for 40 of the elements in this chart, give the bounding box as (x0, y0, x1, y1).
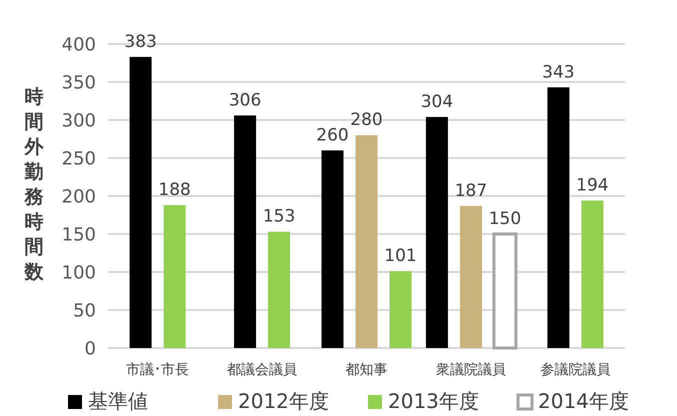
y-axis-title: 時間外勤務時間数 (24, 86, 44, 283)
x-tick-label: 都議会議員 (227, 362, 298, 378)
y-tick-label: 300 (62, 110, 96, 132)
legend-label: 2014年度 (538, 389, 629, 413)
x-tick-label: 参議院議員 (540, 362, 610, 378)
legend-label: 2012年度 (238, 389, 329, 413)
data-label: 187 (454, 180, 488, 201)
bar (581, 200, 604, 348)
data-label: 304 (420, 92, 454, 112)
data-label: 343 (542, 62, 575, 82)
y-tick-label: 200 (62, 186, 96, 208)
bar (547, 87, 570, 348)
data-label: 153 (262, 206, 296, 227)
bar (268, 232, 290, 348)
legend-label: 基準値 (88, 389, 148, 413)
y-tick-label: 350 (62, 72, 96, 94)
x-tick-label: 衆議院議員 (436, 362, 506, 378)
data-label: 150 (488, 209, 522, 229)
y-tick-label: 0 (84, 338, 96, 360)
y-tick-label: 50 (73, 300, 96, 322)
bar (234, 115, 256, 348)
y-tick-label: 100 (62, 262, 96, 284)
data-label: 260 (316, 125, 349, 146)
x-tick-label: 都知事 (346, 362, 388, 378)
data-label: 306 (228, 90, 262, 110)
bar (492, 232, 518, 350)
data-label: 194 (576, 176, 609, 196)
bar (130, 56, 152, 348)
y-tick-label: 400 (62, 34, 96, 56)
data-label: 280 (350, 110, 383, 130)
bar (356, 135, 378, 348)
y-tick-label: 150 (62, 224, 96, 246)
data-label: 188 (158, 180, 191, 200)
y-tick-label: 250 (62, 148, 96, 170)
data-label: 383 (124, 32, 157, 52)
legend-label: 2013年度 (388, 389, 479, 413)
bar (460, 206, 482, 348)
data-label: 101 (384, 246, 417, 266)
bar (164, 205, 186, 348)
x-tick-label: 市議･市長 (126, 362, 190, 378)
